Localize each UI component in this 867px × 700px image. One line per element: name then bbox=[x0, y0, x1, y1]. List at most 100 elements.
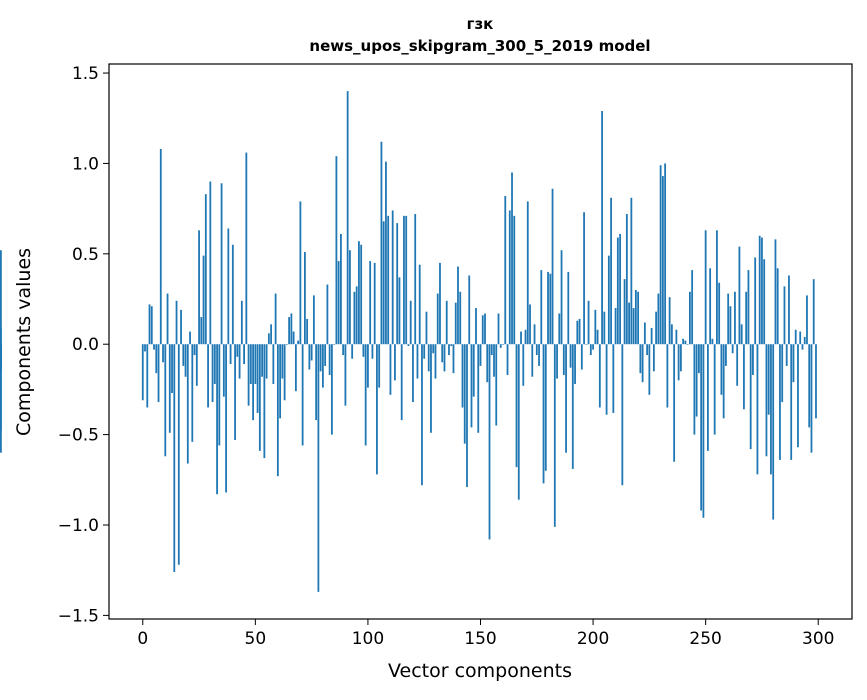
bar bbox=[349, 250, 351, 345]
bar bbox=[261, 344, 263, 377]
bar bbox=[213, 344, 216, 384]
x-tick-label: 100 bbox=[352, 629, 384, 649]
bar bbox=[249, 344, 252, 384]
bar bbox=[506, 344, 509, 375]
bar bbox=[761, 237, 763, 345]
bar bbox=[218, 344, 221, 446]
bar bbox=[412, 344, 414, 403]
bar bbox=[688, 291, 691, 345]
bar bbox=[704, 230, 707, 345]
bar bbox=[319, 344, 322, 372]
bar bbox=[148, 304, 151, 345]
bar bbox=[288, 317, 291, 345]
bar bbox=[317, 344, 320, 592]
bar bbox=[560, 250, 563, 345]
bar bbox=[353, 291, 356, 345]
bar bbox=[776, 268, 779, 345]
bar bbox=[754, 257, 757, 345]
bar bbox=[716, 230, 718, 345]
bar bbox=[441, 344, 444, 363]
bar bbox=[520, 331, 522, 345]
y-axis-label: Components values bbox=[13, 248, 35, 436]
bar bbox=[625, 214, 628, 345]
bar bbox=[718, 282, 721, 345]
bar bbox=[416, 344, 419, 379]
bar bbox=[779, 344, 781, 460]
bar bbox=[490, 344, 493, 356]
bar bbox=[389, 344, 392, 395]
bar bbox=[459, 291, 462, 345]
bar bbox=[461, 344, 464, 408]
bar bbox=[641, 344, 644, 383]
bar bbox=[664, 163, 667, 345]
bar bbox=[220, 183, 223, 345]
bar bbox=[450, 344, 453, 347]
bar bbox=[297, 340, 300, 345]
bar bbox=[763, 259, 766, 345]
y-tick-label: −0.5 bbox=[58, 426, 99, 446]
bar bbox=[306, 318, 309, 345]
bar bbox=[281, 344, 284, 379]
bar bbox=[364, 344, 367, 446]
bar bbox=[578, 318, 581, 345]
bar bbox=[0, 344, 2, 453]
bar bbox=[445, 300, 448, 345]
bar bbox=[369, 261, 372, 345]
bar bbox=[432, 344, 435, 354]
bar bbox=[551, 188, 554, 345]
bar bbox=[216, 344, 218, 495]
bar bbox=[439, 262, 441, 345]
bar bbox=[421, 344, 423, 486]
bar bbox=[743, 344, 745, 410]
bar bbox=[270, 324, 273, 345]
bar bbox=[565, 344, 567, 453]
bar bbox=[785, 344, 788, 366]
bar bbox=[794, 329, 797, 345]
bar bbox=[472, 344, 475, 397]
bar bbox=[202, 255, 205, 345]
bar bbox=[655, 311, 658, 345]
bar bbox=[310, 344, 313, 361]
x-axis-ticks: 0 50 100 150 200 250 300 bbox=[137, 619, 834, 649]
bar bbox=[524, 329, 527, 345]
bar bbox=[808, 344, 811, 428]
bar bbox=[396, 223, 399, 345]
bar bbox=[607, 255, 610, 345]
bar bbox=[355, 286, 358, 345]
bar bbox=[628, 302, 630, 345]
bar bbox=[157, 344, 160, 403]
chart-title: гзк bbox=[467, 15, 494, 33]
bar bbox=[481, 315, 484, 345]
bar bbox=[556, 344, 558, 379]
bar bbox=[243, 344, 245, 365]
y-tick-label: 0.5 bbox=[72, 245, 99, 265]
bar bbox=[562, 344, 565, 375]
x-tick-label: 0 bbox=[137, 629, 148, 649]
bar bbox=[173, 344, 176, 572]
bar bbox=[227, 228, 230, 345]
bar bbox=[661, 176, 664, 345]
bar bbox=[254, 344, 257, 384]
bar bbox=[177, 344, 180, 565]
bar bbox=[407, 344, 410, 347]
bar bbox=[337, 261, 340, 345]
bar bbox=[740, 324, 743, 345]
bar bbox=[290, 313, 293, 345]
bar bbox=[207, 344, 209, 408]
bar bbox=[797, 344, 799, 448]
bar bbox=[414, 214, 417, 345]
bar bbox=[502, 344, 504, 345]
bar bbox=[150, 306, 153, 345]
x-tick-label: 300 bbox=[802, 629, 834, 649]
bar bbox=[236, 344, 239, 357]
bar bbox=[731, 344, 734, 354]
bar bbox=[621, 344, 624, 486]
bar bbox=[659, 165, 662, 345]
bar bbox=[774, 239, 777, 345]
bar bbox=[508, 210, 511, 345]
bar bbox=[362, 344, 365, 357]
bar bbox=[443, 344, 446, 372]
bar bbox=[144, 344, 146, 352]
bar bbox=[601, 111, 603, 345]
